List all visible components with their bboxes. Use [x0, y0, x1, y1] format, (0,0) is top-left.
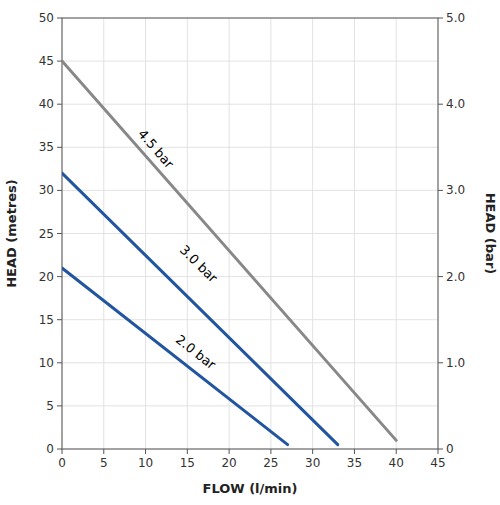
x-tick: [312, 449, 313, 454]
x-tick-label: 30: [305, 456, 320, 470]
y-tick-label: 35: [39, 140, 54, 154]
y-tick-label: 0: [46, 442, 54, 456]
y-tick: [57, 104, 62, 105]
grid-line-y: [62, 147, 438, 148]
x-tick-label: 0: [58, 456, 66, 470]
x-tick: [145, 449, 146, 454]
y2-tick: [438, 362, 443, 363]
y2-tick: [438, 276, 443, 277]
y-tick-label: 25: [39, 227, 54, 241]
y-tick: [57, 190, 62, 191]
x-tick: [62, 449, 63, 454]
line-label: 2.0 bar: [173, 332, 219, 373]
x-tick-label: 45: [430, 456, 445, 470]
annotations: 4.5 bar 3.0 bar 2.0 bar: [135, 126, 221, 372]
x-tick-label: 5: [100, 456, 108, 470]
x-tick: [354, 449, 355, 454]
y-axis: 0 5 10 15 20 25 30 35 40 45 50: [39, 11, 62, 456]
x-axis-label: FLOW (l/min): [203, 481, 298, 496]
grid-line-y: [62, 362, 438, 363]
y-tick: [57, 233, 62, 234]
y2-tick: [438, 190, 443, 191]
y-tick: [57, 319, 62, 320]
plot-frame: [62, 18, 438, 449]
y2-tick-label: 2.0: [446, 270, 465, 284]
y2-axis: 0 1.0 2.0 3.0 4.0 5.0: [438, 11, 465, 456]
grid-line-y: [62, 319, 438, 320]
y2-tick-label: 3.0: [446, 183, 465, 197]
line: [62, 268, 288, 445]
grid-line-y: [62, 61, 438, 62]
grid-line-y: [62, 405, 438, 406]
y-axis-label: HEAD (metres): [4, 179, 19, 288]
line-label: 3.0 bar: [177, 242, 221, 286]
x-tick: [187, 449, 188, 454]
line: [62, 173, 338, 445]
y-tick-label: 15: [39, 313, 54, 327]
y2-tick: [438, 449, 443, 450]
x-tick: [270, 449, 271, 454]
y-tick: [57, 61, 62, 62]
y-tick-label: 45: [39, 54, 54, 68]
y2-tick-label: 5.0: [446, 11, 465, 25]
x-tick-label: 35: [347, 456, 362, 470]
y-tick-label: 5: [46, 399, 54, 413]
y-tick-label: 20: [39, 270, 54, 284]
line: [62, 61, 396, 440]
grid-line-y: [62, 190, 438, 191]
y-tick: [57, 276, 62, 277]
y-tick: [57, 147, 62, 148]
x-tick-label: 20: [221, 456, 236, 470]
x-tick: [396, 449, 397, 454]
x-tick-label: 25: [263, 456, 278, 470]
y2-axis-label: HEAD (bar): [483, 193, 498, 275]
lines: [62, 61, 396, 445]
grid-line-y: [62, 233, 438, 234]
x-tick: [103, 449, 104, 454]
chart: 0 5 10 15 20 25 30 35 40 45 FLOW (l/min) 0 5 10 15 20 25…: [0, 0, 500, 505]
y-tick-label: 50: [39, 11, 54, 25]
y2-tick: [438, 18, 443, 19]
y-tick: [57, 18, 62, 19]
line-label: 4.5 bar: [135, 126, 177, 171]
x-tick: [229, 449, 230, 454]
y2-tick-label: 1.0: [446, 356, 465, 370]
x-tick: [438, 449, 439, 454]
x-tick-label: 40: [389, 456, 404, 470]
y-tick: [57, 362, 62, 363]
y-tick: [57, 405, 62, 406]
y2-tick-label: 0: [446, 442, 454, 456]
x-tick-label: 15: [180, 456, 195, 470]
y2-tick: [438, 104, 443, 105]
x-axis: 0 5 10 15 20 25 30 35 40 45: [58, 449, 445, 470]
grid: [62, 18, 438, 449]
grid-line-y: [62, 104, 438, 105]
y-tick: [57, 449, 62, 450]
y-tick-label: 40: [39, 97, 54, 111]
y2-tick-label: 4.0: [446, 97, 465, 111]
y-tick-label: 30: [39, 183, 54, 197]
y-tick-label: 10: [39, 356, 54, 370]
x-tick-label: 10: [138, 456, 153, 470]
